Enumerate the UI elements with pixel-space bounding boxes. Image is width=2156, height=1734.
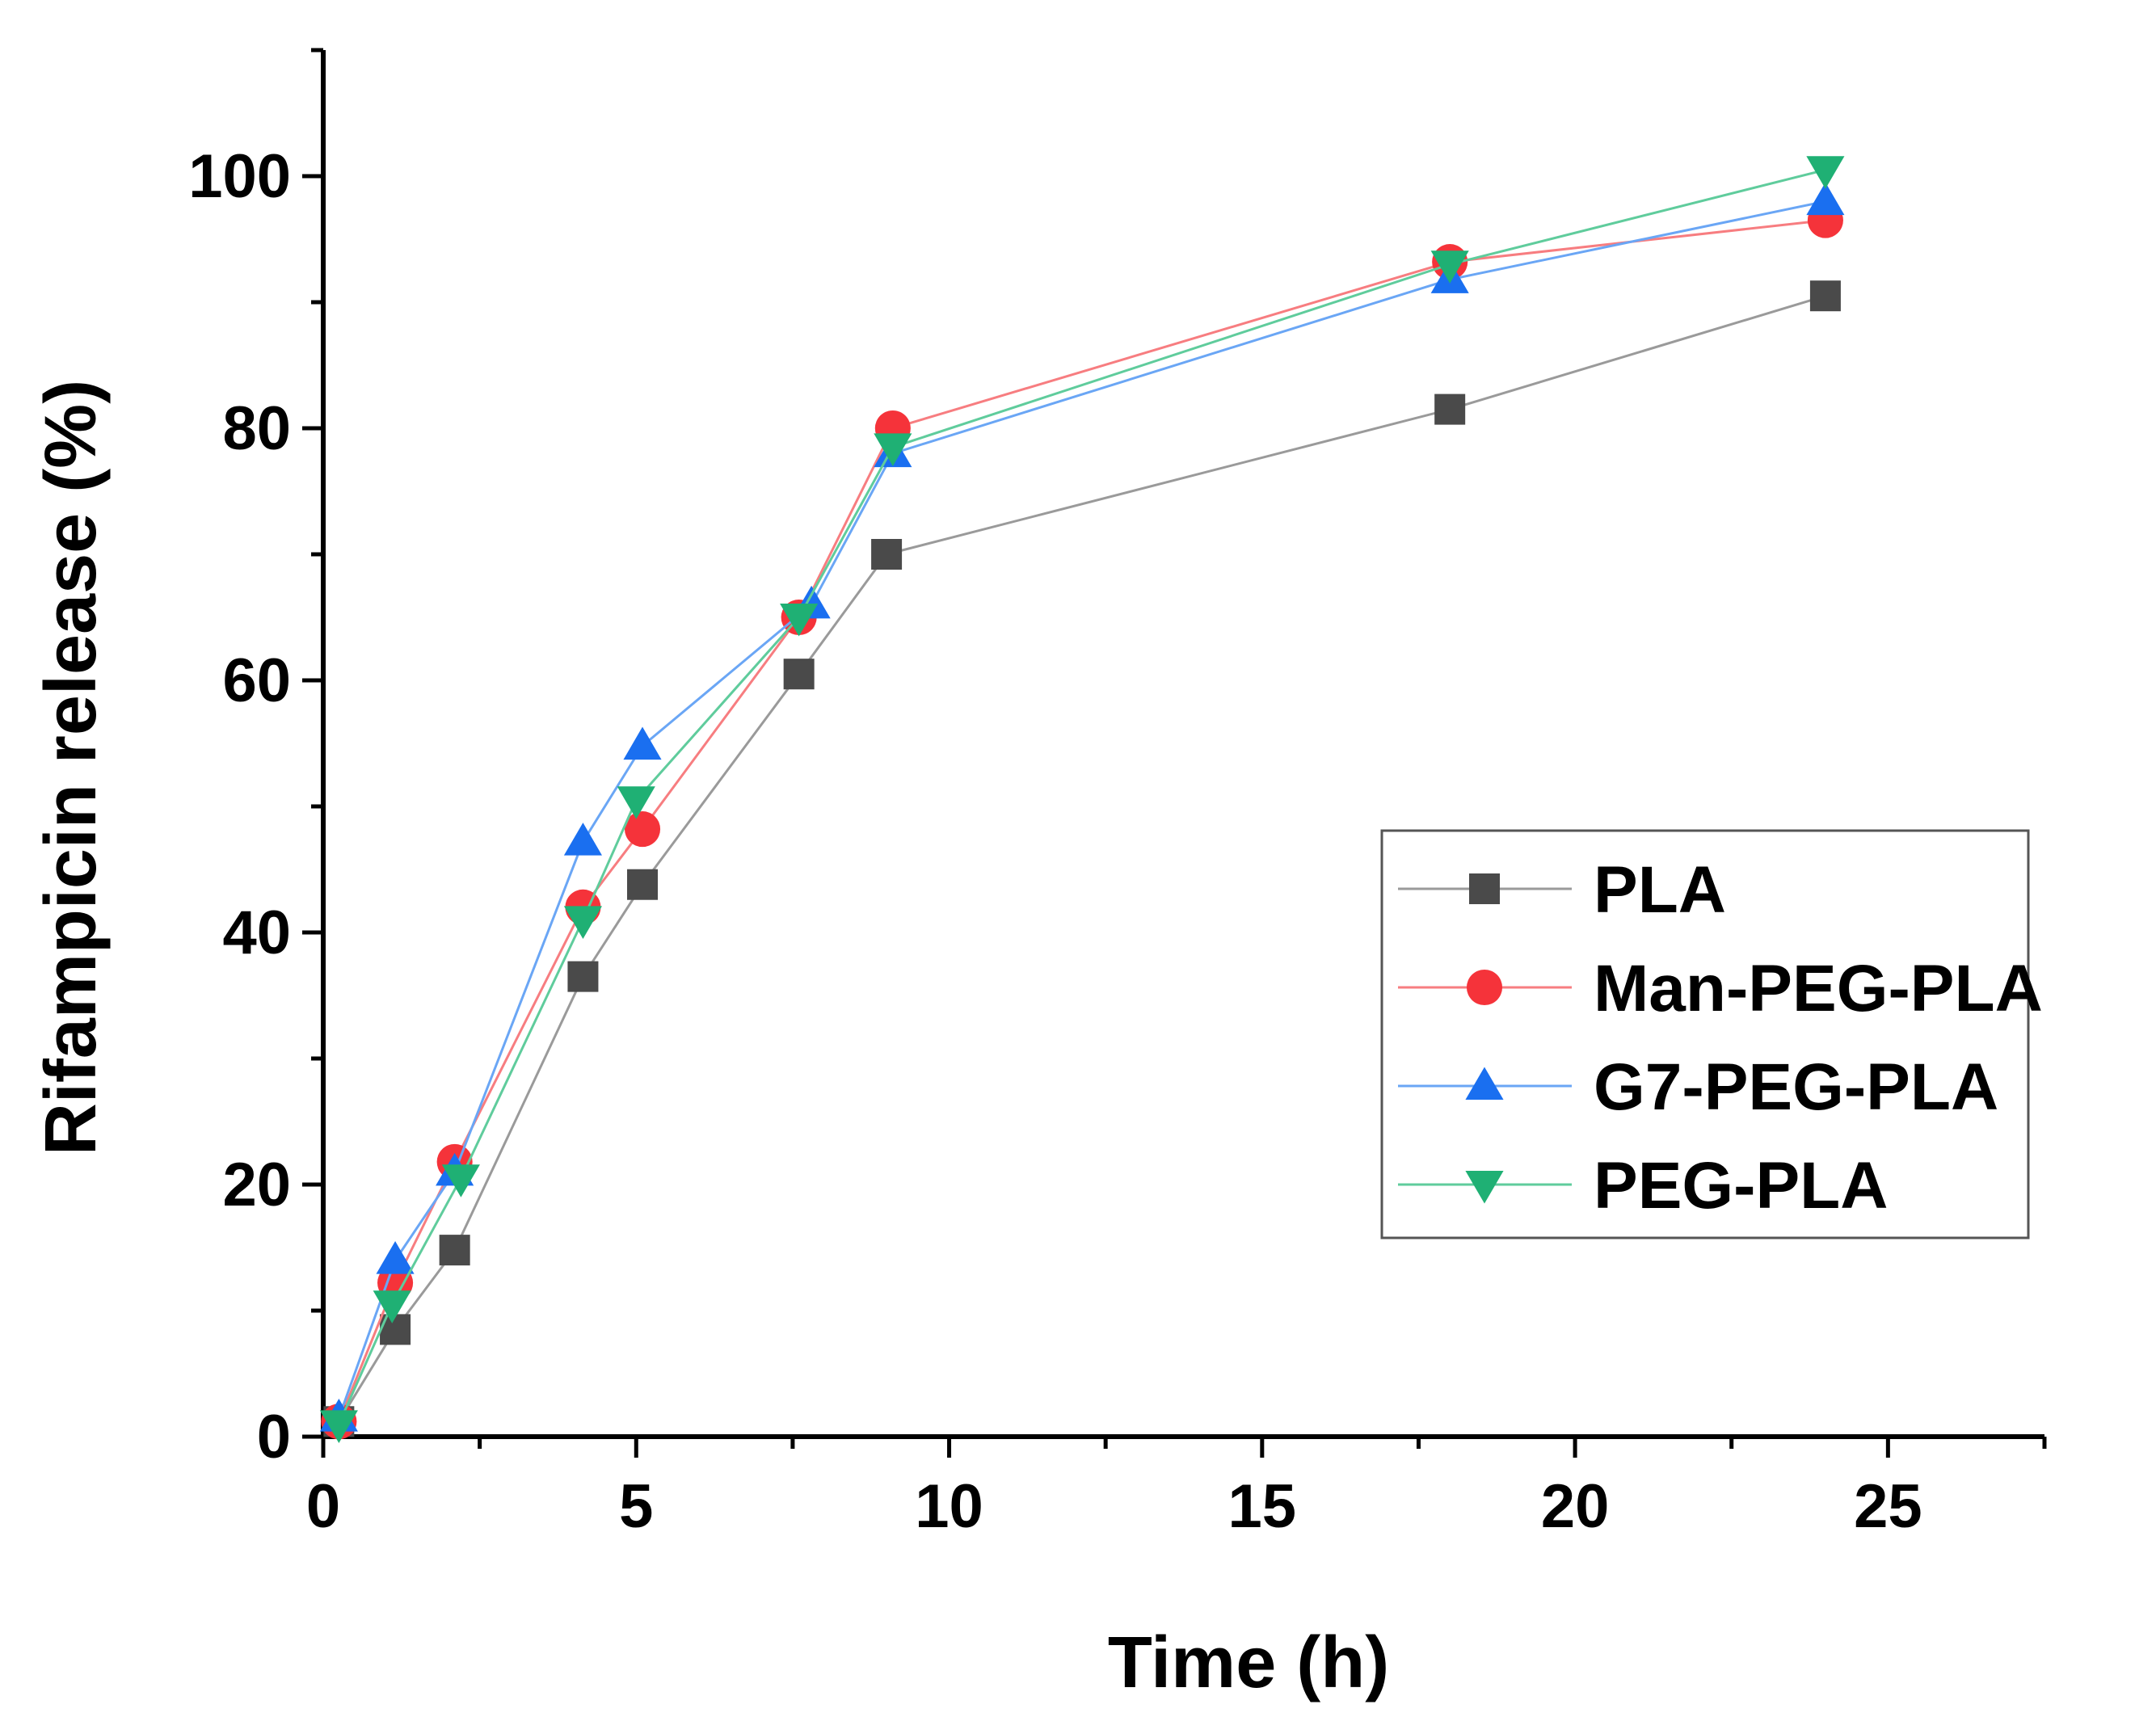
data-point (441, 1164, 480, 1197)
x-tick-label: 15 (1228, 1472, 1297, 1541)
data-point (563, 906, 602, 939)
data-point (624, 811, 661, 848)
y-tick-label: 80 (222, 394, 291, 463)
legend-label: PEG-PLA (1594, 1149, 1888, 1223)
data-point (373, 1290, 411, 1324)
data-point (874, 433, 912, 466)
data-point (1430, 250, 1469, 284)
legend-marker (1466, 969, 1503, 1006)
data-point (1806, 182, 1845, 216)
data-point (627, 869, 659, 900)
legend-entry: PEG-PLA (1398, 1149, 1888, 1223)
data-point (871, 539, 903, 570)
x-tick-label: 20 (1541, 1472, 1610, 1541)
data-point (783, 659, 815, 690)
series-layer (319, 156, 1845, 1443)
y-tick-label: 60 (222, 646, 291, 715)
legend-entry: G7-PEG-PLA (1398, 1050, 1998, 1124)
data-point (319, 1410, 358, 1443)
data-point (617, 786, 655, 819)
legend-marker (1465, 1067, 1504, 1100)
x-tick-label: 0 (306, 1472, 340, 1541)
data-point (563, 823, 602, 856)
data-point (376, 1241, 415, 1274)
axes: 0 20 40 60 80 100 0 5 10 15 20 25 (188, 48, 2047, 1541)
data-point (567, 961, 599, 992)
data-point (780, 604, 819, 637)
x-axis-title: Time (h) (1108, 1622, 1389, 1703)
y-tick-label: 40 (222, 899, 291, 967)
legend-entry: Man-PEG-PLA (1398, 952, 2043, 1025)
data-point (1806, 156, 1845, 189)
legend-label: Man-PEG-PLA (1594, 952, 2043, 1025)
legend-marker (1469, 873, 1500, 904)
x-tick-label: 25 (1854, 1472, 1922, 1541)
data-point (1434, 394, 1466, 425)
y-tick-label: 20 (222, 1151, 291, 1219)
x-tick-label: 10 (915, 1472, 983, 1541)
series-peg-pla (319, 156, 1845, 1443)
legend-entry: PLA (1398, 853, 1726, 927)
legend-marker (1465, 1171, 1504, 1204)
data-point (623, 726, 662, 760)
x-tick-label: 5 (619, 1472, 653, 1541)
data-point (1809, 280, 1841, 312)
data-point (439, 1235, 470, 1266)
y-tick-label: 100 (188, 142, 291, 211)
legend: PLA Man-PEG-PLA G7-PEG-PLA PEG-PLA (1380, 829, 2043, 1239)
legend-label: G7-PEG-PLA (1594, 1050, 1998, 1124)
y-tick-label: 0 (257, 1403, 291, 1471)
y-axis-title: Rifampicin release (%) (31, 380, 112, 1155)
legend-label: PLA (1594, 853, 1726, 927)
